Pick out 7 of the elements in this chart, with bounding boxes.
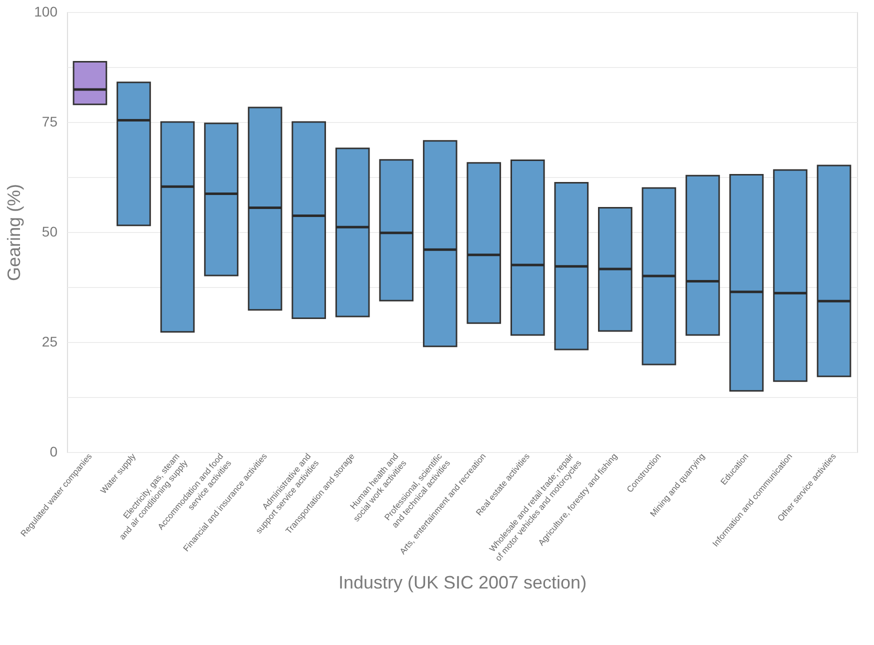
y-tick-label: 0: [50, 444, 58, 460]
x-axis-title: Industry (UK SIC 2007 section): [338, 572, 587, 593]
y-tick-label: 100: [34, 4, 58, 20]
y-tick-label: 25: [42, 334, 58, 350]
y-axis-title: Gearing (%): [4, 184, 24, 282]
y-tick-label: 50: [42, 224, 58, 240]
y-tick-label: 75: [42, 114, 58, 130]
